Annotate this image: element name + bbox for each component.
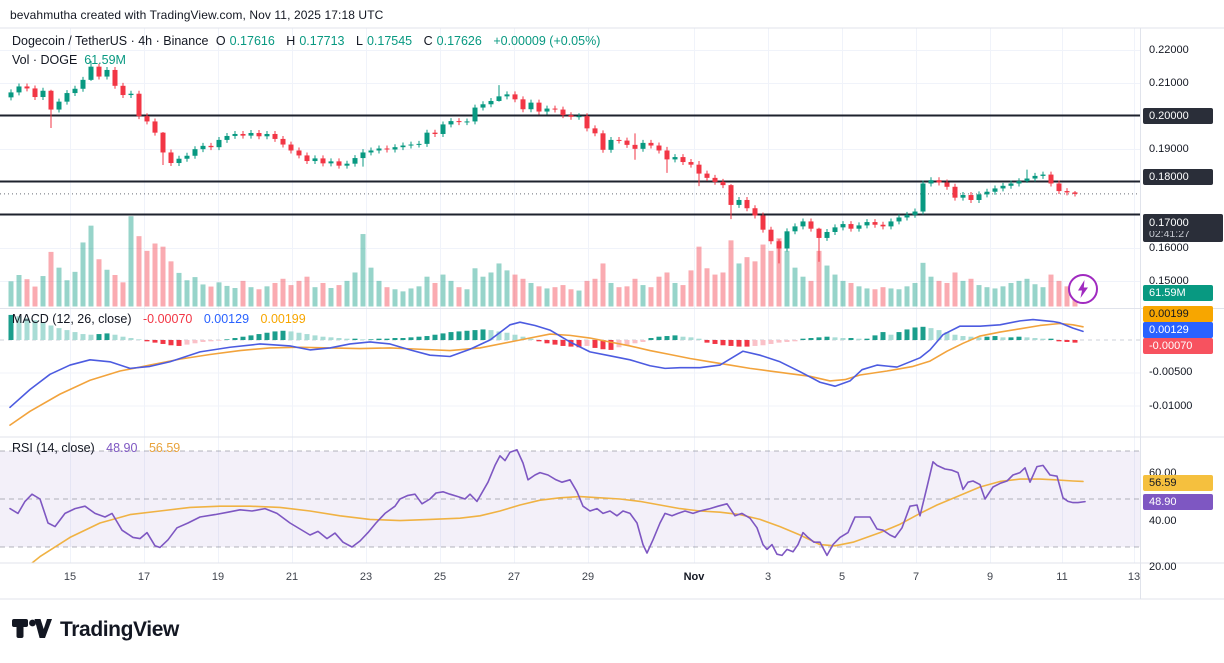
time-axis-label: 13 <box>1127 571 1141 583</box>
price-level-badge: 61.59M <box>1143 285 1213 301</box>
price-level-badge: 0.17000 <box>1143 215 1213 231</box>
lightning-icon <box>1078 280 1088 298</box>
time-axis-label: 29 <box>581 571 595 583</box>
rsi-value-badge: 48.90 <box>1143 494 1213 510</box>
price-change: +0.00009 (+0.05%) <box>493 34 601 48</box>
price-level-badge: 0.20000 <box>1143 108 1213 124</box>
ohlc-low: L 0.17545 <box>356 34 413 48</box>
time-axis-label: 11 <box>1056 571 1068 583</box>
price-axis-label: 0.21000 <box>1149 77 1189 89</box>
time-axis-label: 3 <box>764 571 772 583</box>
macd-line-value: 0.00129 <box>203 312 250 326</box>
ohlc-open: O 0.17616 <box>215 34 275 48</box>
macd-axis-label: -0.00500 <box>1149 366 1193 378</box>
price-axis-label: 0.22000 <box>1149 44 1189 56</box>
macd-value-badge: -0.00070 <box>1143 338 1213 354</box>
ohlc-high: H 0.17713 <box>286 34 345 48</box>
time-axis-label: 27 <box>507 571 521 583</box>
price-axis[interactable]: 0.17626 02:41:27 0.220000.210000.190000.… <box>1141 28 1224 600</box>
time-axis-label: 9 <box>986 571 994 583</box>
time-axis-label: 21 <box>285 571 299 583</box>
price-axis-label: 0.15000 <box>1149 275 1189 287</box>
macd-legend[interactable]: MACD (12, 26, close) -0.00070 0.00129 0.… <box>12 312 306 326</box>
rsi-axis-label: 40.00 <box>1149 515 1177 527</box>
symbol-title[interactable]: Dogecoin / TetherUS · 4h · Binance <box>12 34 209 48</box>
time-axis[interactable]: 15 17 19 21 23 25 27 29 Nov 3 5 7 9 11 13 <box>0 565 1140 599</box>
time-axis-label: 5 <box>838 571 846 583</box>
attribution-header: bevahmutha created with TradingView.com,… <box>10 8 384 22</box>
macd-axis-label: -0.01000 <box>1149 400 1193 412</box>
time-axis-label: 15 <box>63 571 77 583</box>
tradingview-logo: TradingView <box>12 616 179 644</box>
bar-countdown: 02:41:27 <box>1149 228 1190 240</box>
time-axis-label: 17 <box>137 571 151 583</box>
volume-legend[interactable]: Vol · DOGE 61.59M <box>12 53 126 67</box>
macd-value-badge: 0.00129 <box>1143 322 1213 338</box>
rsi-value: 48.90 <box>106 441 138 455</box>
price-axis-label: 0.16000 <box>1149 242 1189 254</box>
price-axis-label: 0.19000 <box>1149 143 1189 155</box>
rsi-ma-value: 56.59 <box>148 441 181 455</box>
price-level-badge: 0.18000 <box>1143 169 1213 185</box>
time-axis-label: Nov <box>683 571 705 583</box>
symbol-legend[interactable]: Dogecoin / TetherUS · 4h · Binance O 0.17… <box>12 34 604 48</box>
rsi-legend[interactable]: RSI (14, close) 48.90 56.59 <box>12 441 181 455</box>
tradingview-logo-text: TradingView <box>60 618 179 641</box>
rsi-value-badge: 56.59 <box>1143 475 1213 491</box>
ohlc-close: C 0.17626 <box>423 34 482 48</box>
time-axis-label: 7 <box>912 571 920 583</box>
macd-value-badge: 0.00199 <box>1143 306 1213 322</box>
time-axis-label: 19 <box>211 571 225 583</box>
time-axis-label: 25 <box>433 571 447 583</box>
time-axis-label: 23 <box>359 571 373 583</box>
macd-signal-value: 0.00199 <box>260 312 306 326</box>
rsi-axis-label: 20.00 <box>1149 561 1177 573</box>
volume-value: 61.59M <box>84 53 126 67</box>
tradingview-logo-icon <box>12 619 52 638</box>
macd-hist-value: -0.00070 <box>143 312 193 326</box>
lightning-button[interactable] <box>1068 274 1098 304</box>
